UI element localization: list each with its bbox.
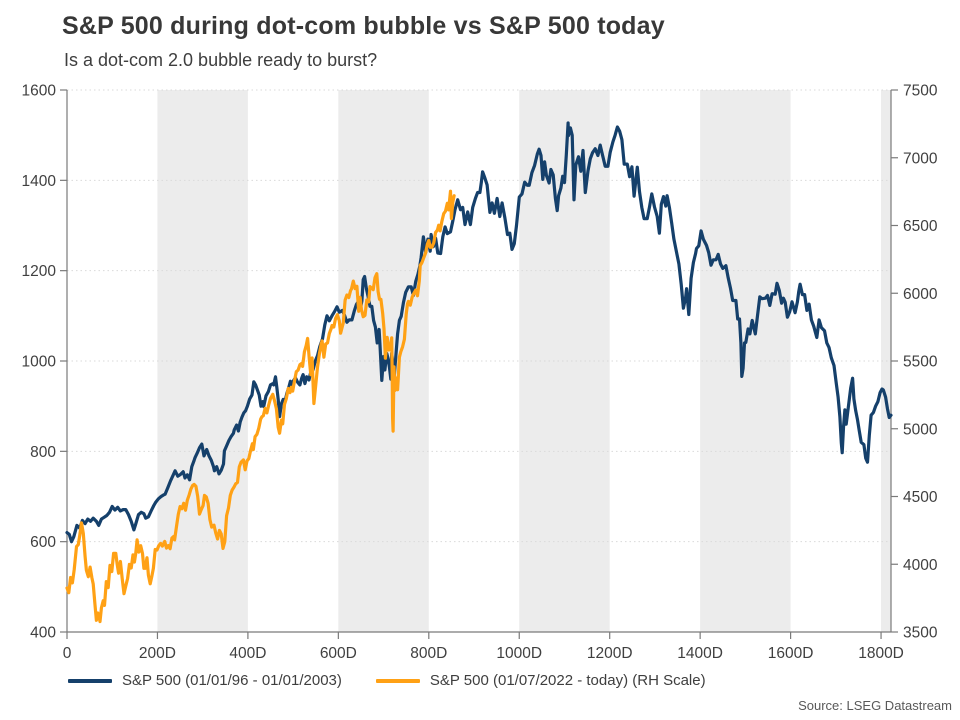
navy-line-swatch [68,678,112,683]
left-axis-tick-label: 400 [30,625,56,642]
right-axis-tick-label: 7500 [903,83,938,100]
left-axis-tick-label: 1000 [22,354,57,371]
dotcom-series-line [65,121,893,544]
right-axis-tick-label: 4500 [903,489,938,506]
left-axis-tick-label: 1600 [22,83,57,100]
legend-item-today: S&P 500 (01/07/2022 - today) (RH Scale) [375,672,706,689]
right-axis-tick-label: 7000 [903,150,938,167]
legend-label-today: S&P 500 (01/07/2022 - today) (RH Scale) [429,672,706,689]
x-axis-tick-label: 200D [139,645,176,662]
x-axis-tick-label: 400D [229,645,266,662]
right-axis-tick-label: 5500 [903,354,938,371]
x-axis-tick-label: 1800D [858,645,904,662]
today-series-line [65,189,456,624]
left-axis-tick-label: 1400 [22,173,57,190]
x-axis-tick-label: 1400D [677,645,723,662]
x-axis-tick-label: 800D [410,645,447,662]
right-axis-tick-label: 3500 [903,625,938,642]
source-credit: Source: LSEG Datastream [798,698,952,713]
left-axis-tick-label: 1200 [22,263,57,280]
right-axis-tick-label: 5000 [903,421,938,438]
legend-item-dotcom: S&P 500 (01/01/96 - 01/01/2003) [68,672,342,689]
orange-line-swatch [375,678,420,683]
background-band [700,90,791,632]
left-axis-tick-label: 800 [30,444,56,461]
legend-label-dotcom: S&P 500 (01/01/96 - 01/01/2003) [122,672,342,689]
x-axis-tick-label: 600D [320,645,357,662]
right-axis-tick-label: 4000 [903,557,938,574]
chart-legend: S&P 500 (01/01/96 - 01/01/2003) S&P 500 … [68,672,706,689]
right-axis-tick-label: 6500 [903,218,938,235]
x-axis-tick-label: 1600D [768,645,814,662]
x-axis-tick-label: 0 [63,645,72,662]
x-axis-tick-label: 1200D [587,645,633,662]
left-axis-tick-label: 600 [30,534,56,551]
right-axis-tick-label: 6000 [903,286,938,303]
x-axis-tick-label: 1000D [496,645,542,662]
page-subtitle: Is a dot-com 2.0 bubble ready to burst? [64,50,378,70]
page-title: S&P 500 during dot-com bubble vs S&P 500… [62,12,665,40]
